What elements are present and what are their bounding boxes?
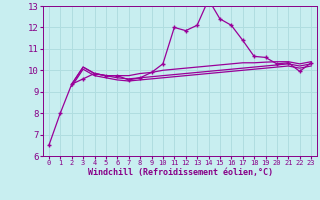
X-axis label: Windchill (Refroidissement éolien,°C): Windchill (Refroidissement éolien,°C) xyxy=(87,168,273,177)
